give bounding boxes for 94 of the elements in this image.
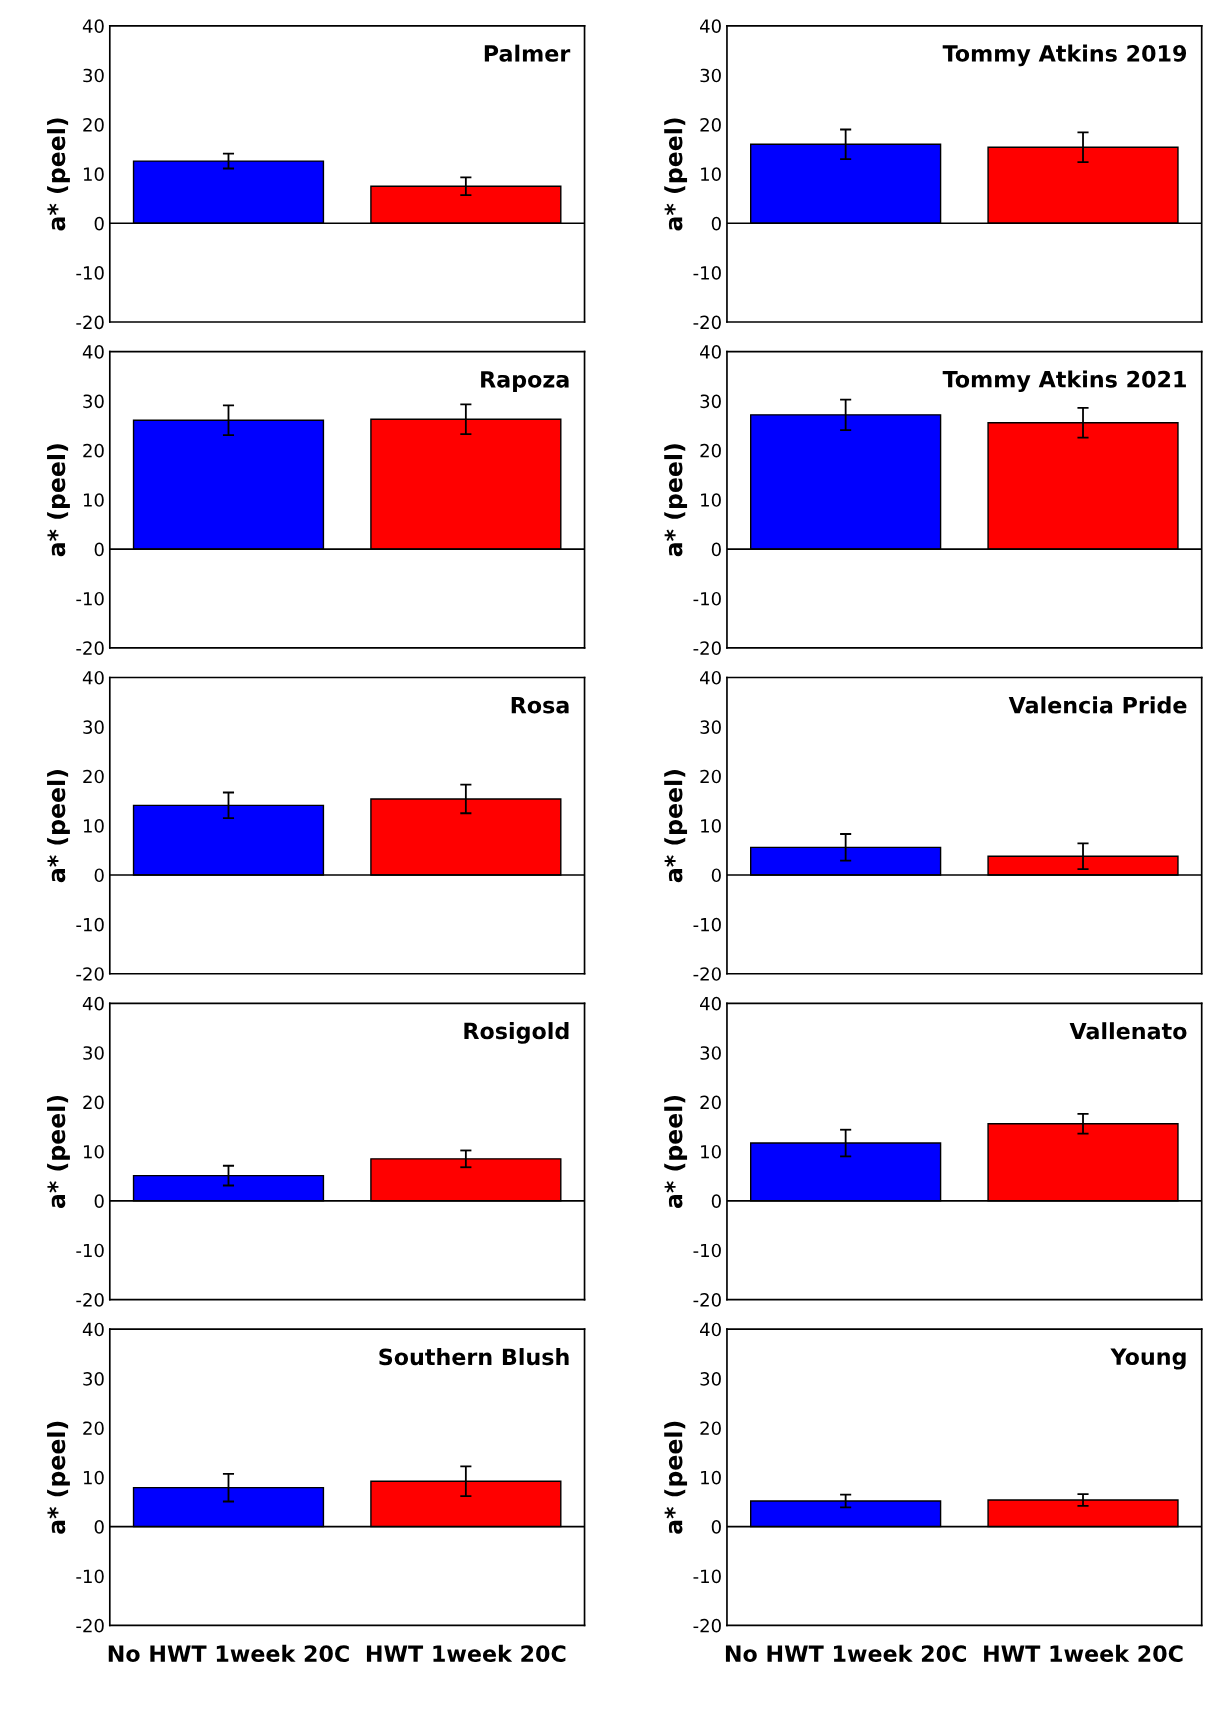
text: Young: [1110, 1348, 1186, 1370]
y-tick-label: 20: [83, 118, 104, 132]
y-tick-label: -10: [693, 591, 721, 606]
text: Palmer: [484, 44, 571, 62]
y-tick-label: 10: [701, 1470, 721, 1485]
y-tick-label: 10: [83, 1470, 104, 1485]
y-tick-label: 20: [700, 118, 721, 132]
y-tick-label: -20: [693, 1293, 721, 1307]
y-tick-label: 20: [700, 1421, 721, 1436]
y-tick-label: 30: [700, 68, 721, 83]
y-axis-title: a* (peel): [664, 1095, 688, 1208]
y-tick-label: 20: [700, 443, 721, 458]
x-tick-label: HWT 1week 20C: [366, 1644, 566, 1663]
y-axis-title: a* (peel): [47, 444, 70, 557]
y-axis-title: a* (peel): [664, 770, 688, 883]
x-tick-label: HWT 1week 20C: [984, 1644, 1183, 1663]
y-tick-label: -20: [76, 315, 104, 330]
y-tick-label: 10: [83, 819, 104, 833]
y-tick-label: 30: [83, 720, 104, 734]
y-axis-title: a* (peel): [664, 444, 688, 557]
y-tick-label: 10: [701, 1144, 721, 1159]
y-tick-label: 10: [701, 493, 721, 507]
y-tick-label: 30: [83, 1046, 104, 1060]
y-tick-label: 30: [700, 1046, 721, 1060]
y-tick-label: 0: [711, 1520, 721, 1534]
y-tick-label: -20: [76, 641, 104, 655]
y-axis-title: a* (peel): [47, 1421, 70, 1534]
x-tick-label: No HWT 1week 20C: [108, 1644, 349, 1663]
y-tick-label: 0: [94, 542, 104, 557]
y-tick-label: 10: [701, 819, 721, 833]
y-tick-label: -20: [693, 967, 721, 981]
text: Rapoza: [481, 371, 569, 393]
y-tick-label: 0: [94, 1194, 104, 1208]
y-tick-label: 20: [700, 769, 721, 784]
y-tick-label: -20: [76, 1618, 104, 1633]
y-tick-label: 40: [82, 1322, 104, 1337]
text: Rosa: [511, 697, 569, 714]
y-tick-label: 0: [94, 868, 104, 883]
y-tick-label: -10: [693, 1569, 721, 1584]
y-axis-title: a* (peel): [664, 1421, 688, 1534]
y-tick-label: 0: [711, 1194, 721, 1208]
text: Rosigold: [464, 1022, 569, 1044]
y-tick-label: 10: [83, 1144, 104, 1159]
y-tick-label: -20: [76, 1293, 104, 1307]
y-tick-label: -10: [76, 1243, 104, 1258]
y-tick-label: 30: [83, 394, 104, 409]
y-tick-label: 20: [83, 1095, 104, 1110]
text: Southern Blush: [379, 1348, 569, 1366]
y-axis-title: a* (peel): [47, 118, 70, 231]
y-tick-label: 40: [82, 19, 104, 33]
y-tick-label: 20: [83, 769, 104, 784]
y-tick-label: -20: [693, 1618, 721, 1633]
y-tick-label: -20: [76, 967, 104, 981]
text: Vallenato: [1069, 1022, 1187, 1040]
y-tick-label: 20: [83, 1421, 104, 1436]
y-tick-label: 40: [82, 996, 104, 1011]
y-tick-label: 30: [83, 68, 104, 83]
y-tick-label: -10: [76, 266, 104, 280]
y-axis-title: a* (peel): [47, 1095, 70, 1208]
y-tick-label: 0: [711, 868, 721, 883]
y-tick-label: 0: [94, 1520, 104, 1534]
text: Tommy Atkins 2019: [942, 44, 1187, 67]
y-tick-label: 30: [700, 720, 721, 734]
y-tick-label: -10: [693, 266, 721, 280]
y-tick-label: -20: [693, 641, 721, 655]
y-tick-label: -20: [693, 315, 721, 330]
text: Tommy Atkins 2021: [942, 370, 1186, 393]
y-tick-label: -10: [693, 917, 721, 932]
y-tick-label: 40: [700, 19, 721, 33]
text: Valencia Pride: [1008, 696, 1187, 714]
y-tick-label: -10: [76, 917, 104, 932]
y-tick-label: -10: [76, 591, 104, 606]
y-tick-label: 20: [700, 1095, 721, 1110]
y-tick-label: 40: [700, 1322, 721, 1337]
y-tick-label: -10: [76, 1569, 104, 1584]
y-tick-label: 30: [83, 1372, 104, 1386]
y-tick-label: 0: [94, 216, 104, 231]
y-tick-label: 40: [700, 996, 721, 1011]
y-tick-label: 0: [711, 542, 721, 557]
x-tick-label: No HWT 1week 20C: [725, 1644, 966, 1663]
y-tick-label: 20: [83, 443, 104, 458]
y-tick-label: 40: [700, 345, 721, 359]
y-tick-label: -10: [693, 1243, 721, 1258]
y-tick-label: 30: [700, 1372, 721, 1386]
y-axis-title: a* (peel): [47, 770, 70, 883]
y-tick-label: 0: [711, 216, 721, 231]
y-tick-label: 40: [700, 670, 721, 685]
y-tick-label: 30: [700, 394, 721, 409]
y-tick-label: 40: [82, 345, 104, 359]
y-tick-label: 10: [83, 167, 104, 182]
y-tick-label: 10: [83, 493, 104, 507]
y-tick-label: 40: [82, 670, 104, 685]
y-axis-title: a* (peel): [664, 118, 688, 231]
y-tick-label: 10: [701, 167, 721, 182]
